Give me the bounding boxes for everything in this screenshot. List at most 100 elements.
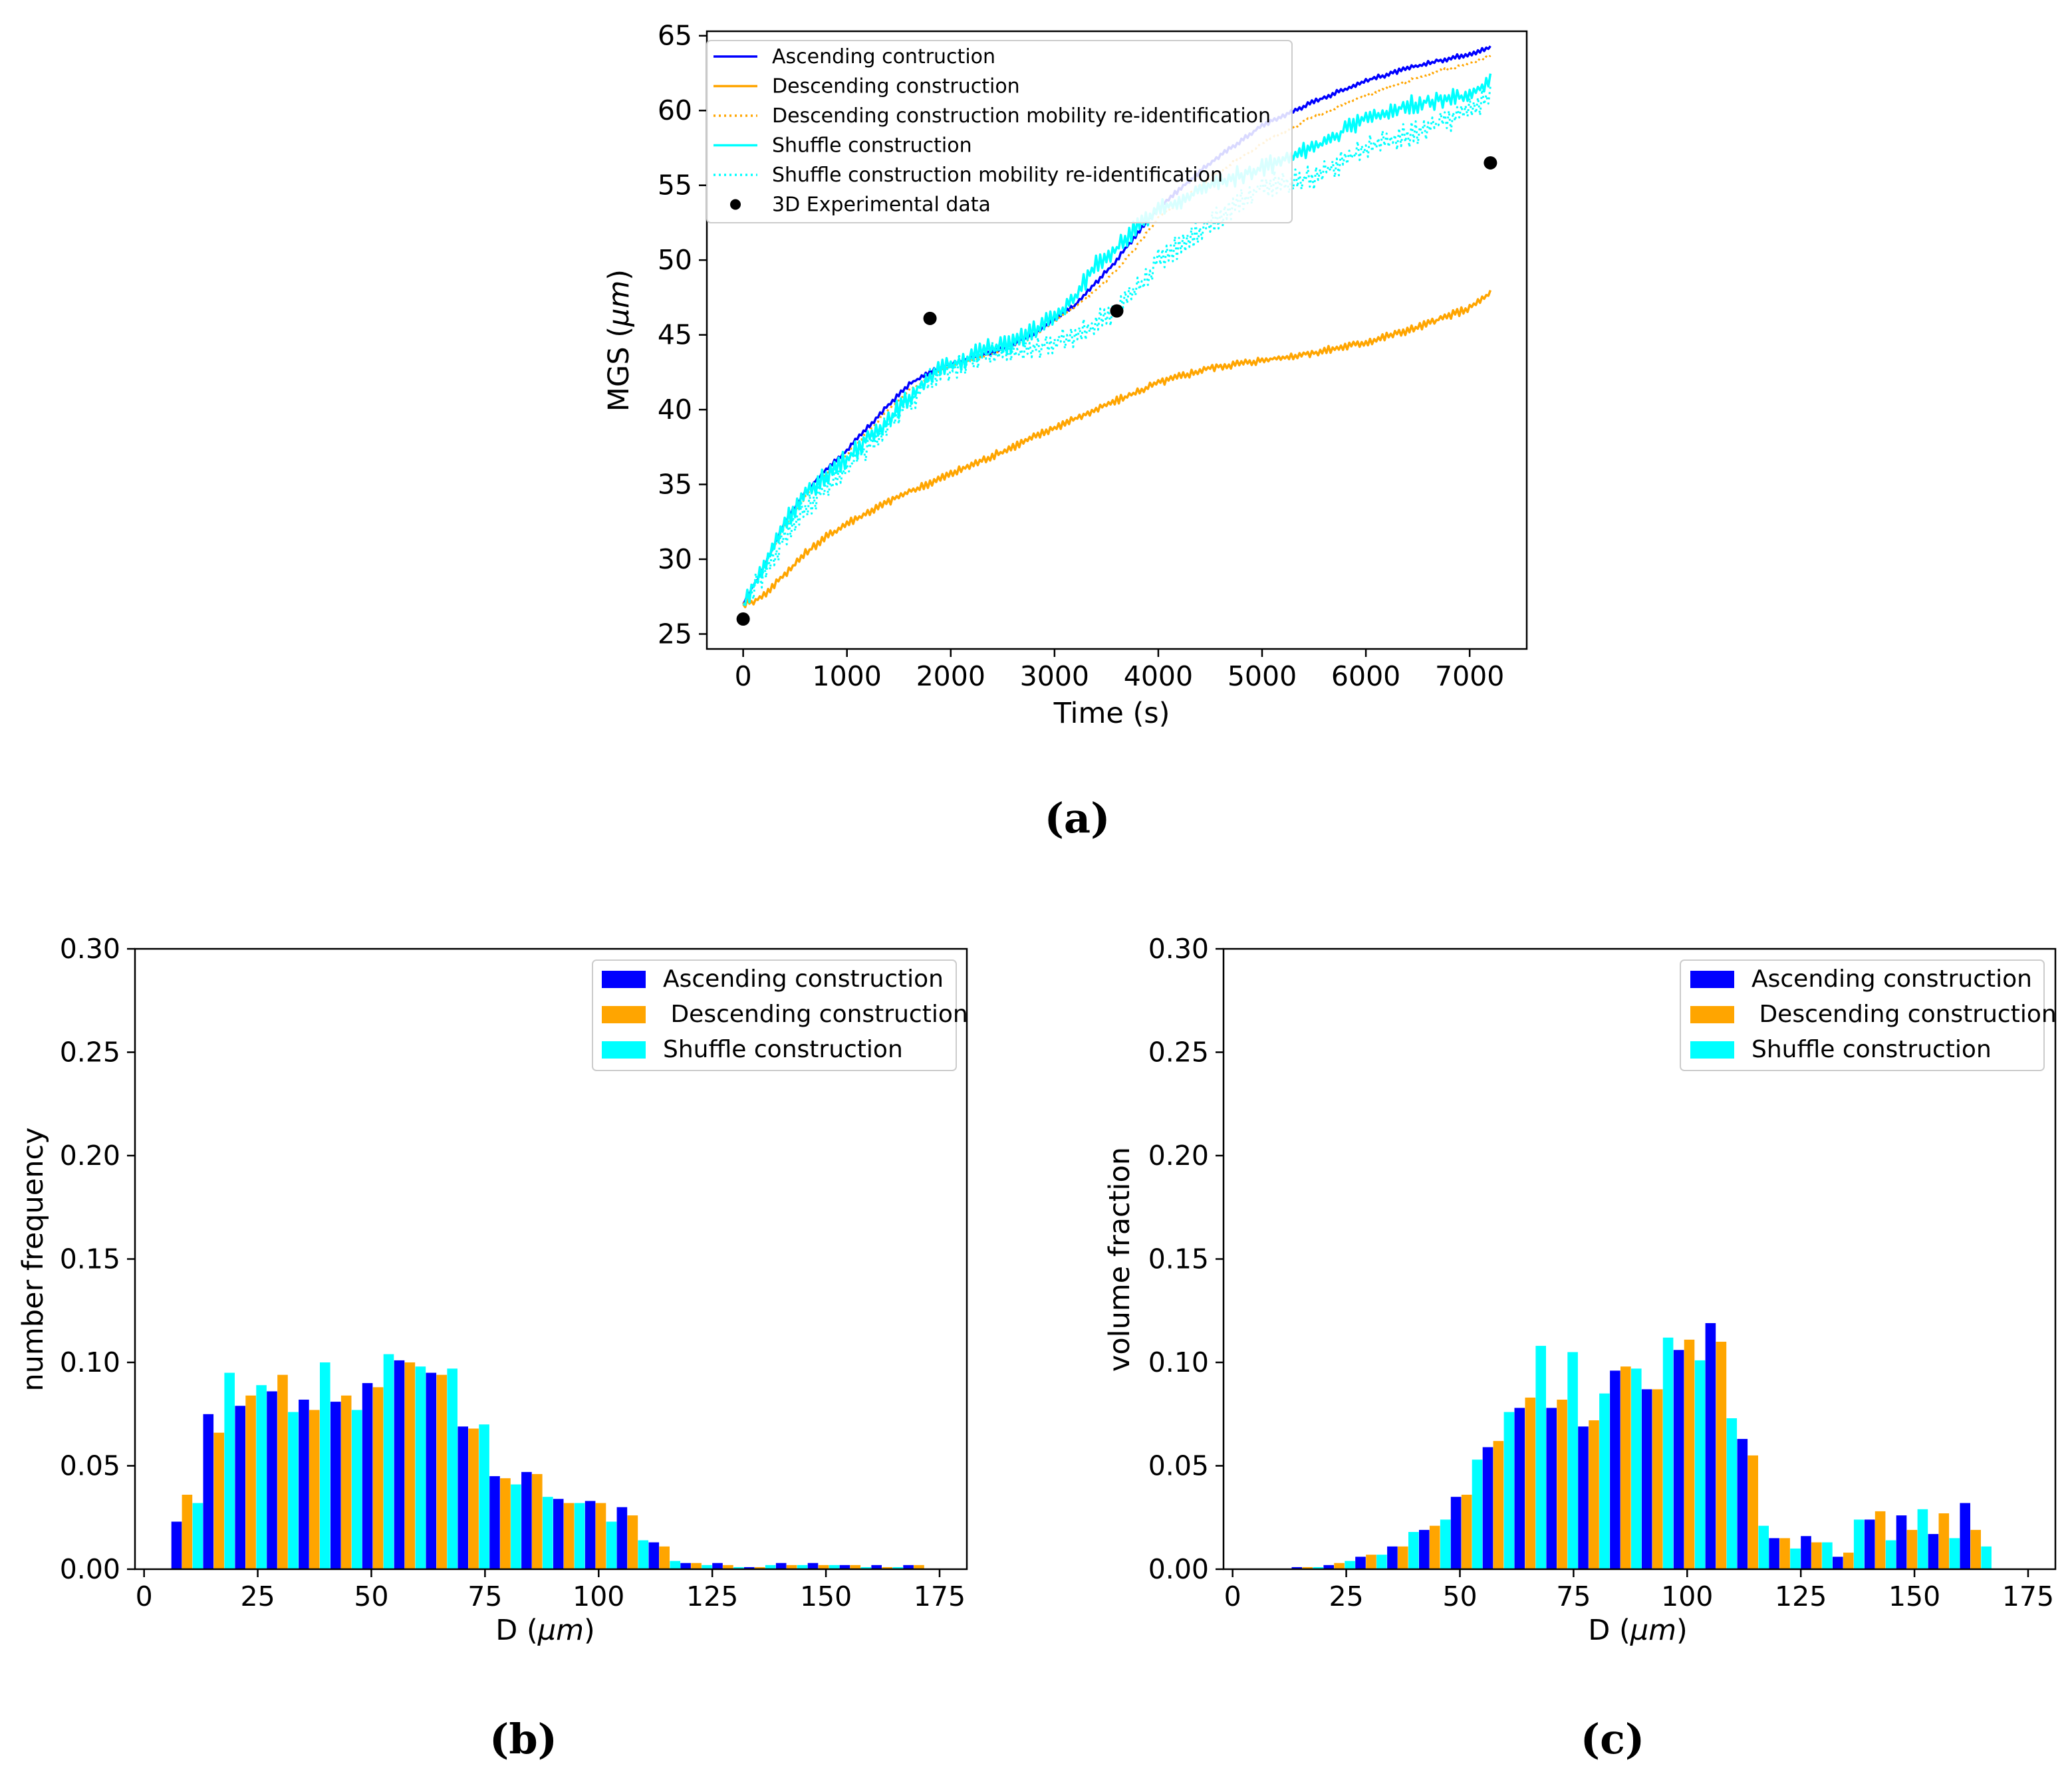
experimental-data-point [1484, 156, 1497, 170]
x-tick-label: 75 [1556, 1580, 1591, 1612]
bar-descending-construction [563, 1503, 575, 1569]
bar-descending-construction [1366, 1555, 1376, 1569]
bar-descending-construction [372, 1387, 384, 1569]
bar-ascending-construction [744, 1567, 755, 1569]
legend-swatch [1690, 971, 1734, 988]
bar-ascending-construction [1769, 1538, 1779, 1569]
bar-shuffle-construction [892, 1567, 903, 1569]
legend-label: Ascending contruction [772, 45, 995, 68]
bar-shuffle-construction [638, 1540, 649, 1569]
bar-descending-construction [723, 1565, 733, 1569]
bar-descending-construction [659, 1546, 670, 1569]
bar-shuffle-construction [543, 1497, 553, 1569]
bar-ascending-construction [775, 1563, 787, 1569]
bar-descending-construction [850, 1565, 861, 1569]
bar-descending-construction [1811, 1542, 1822, 1569]
bar-ascending-construction [330, 1402, 341, 1569]
bar-ascending-construction [1833, 1557, 1843, 1569]
legend-label: Descending construction mobility re-iden… [772, 104, 1271, 128]
series-shuffle-construction-mobility-re-identification [743, 86, 1491, 606]
bar-ascending-construction [871, 1565, 882, 1569]
y-tick-label: 50 [658, 244, 692, 276]
bar-ascending-construction [299, 1400, 309, 1569]
bar-descending-construction [786, 1565, 797, 1569]
y-tick-label: 0.25 [1148, 1037, 1209, 1069]
legend-label: Descending construction [663, 1001, 968, 1028]
x-tick-label: 150 [1888, 1580, 1940, 1612]
bar-ascending-construction [1641, 1389, 1652, 1569]
series-ascending-contruction [742, 45, 1491, 605]
bar-descending-construction [1429, 1525, 1440, 1569]
panel-c-legend-frame [1680, 959, 2045, 1071]
bar-shuffle-construction [224, 1372, 235, 1569]
bar-shuffle-construction [192, 1503, 203, 1569]
bar-descending-construction [245, 1395, 256, 1569]
x-tick-label: 50 [1442, 1580, 1477, 1612]
legend-label: 3D Experimental data [772, 193, 991, 217]
y-tick-label: 30 [658, 543, 692, 575]
x-tick-label: 25 [240, 1580, 275, 1612]
bar-ascending-construction [1864, 1519, 1875, 1569]
bar-descending-construction [468, 1428, 479, 1569]
panel-c-plot-area [1291, 1323, 1992, 1569]
y-tick-label: 0.05 [60, 1450, 120, 1482]
panel-a-plot-area [736, 45, 1497, 626]
bar-descending-construction [436, 1374, 448, 1569]
bar-shuffle-construction [1599, 1393, 1610, 1569]
x-tick-label: 150 [800, 1580, 852, 1612]
bar-ascending-construction [839, 1565, 850, 1569]
y-tick-label: 0.25 [60, 1037, 120, 1069]
legend-label: Descending construction [772, 75, 1020, 98]
x-tick-label: 125 [1775, 1580, 1827, 1612]
bar-ascending-construction [1673, 1350, 1684, 1569]
y-tick-label: 0.30 [60, 933, 120, 965]
bar-shuffle-construction [1981, 1546, 1992, 1569]
panel-b-y-ticks: 0.00 0.05 0.10 0.15 0.20 0.25 0.30 [60, 933, 135, 1585]
x-tick-label: 175 [914, 1580, 966, 1612]
bar-ascending-construction [489, 1476, 500, 1569]
bar-descending-construction [404, 1362, 416, 1569]
bar-descending-construction [1334, 1563, 1345, 1569]
x-tick-label: 4000 [1124, 660, 1193, 692]
y-tick-label: 0.10 [1148, 1346, 1209, 1378]
bar-descending-construction [691, 1563, 702, 1569]
legend-label: Shuffle construction mobility re-identif… [772, 164, 1223, 187]
panel-a-x-ticks: 0 1000 2000 3000 4000 5000 6000 7000 [735, 649, 1504, 692]
bar-shuffle-construction [606, 1521, 617, 1569]
bar-ascending-construction [616, 1507, 628, 1569]
bar-shuffle-construction [1662, 1337, 1674, 1569]
bar-shuffle-construction [1822, 1542, 1833, 1569]
bar-descending-construction [1398, 1546, 1408, 1569]
y-tick-label: 55 [658, 170, 692, 201]
bar-descending-construction [882, 1567, 892, 1569]
y-tick-label: 0.15 [1148, 1243, 1209, 1275]
bar-shuffle-construction [511, 1484, 521, 1569]
y-tick-label: 0.10 [60, 1346, 120, 1378]
bar-descending-construction [1970, 1529, 1981, 1569]
bar-shuffle-construction [1567, 1352, 1578, 1569]
bar-ascending-construction [680, 1563, 691, 1569]
x-tick-label: 5000 [1228, 660, 1297, 692]
bar-ascending-construction [807, 1563, 819, 1569]
legend-swatch [1690, 1006, 1734, 1023]
bar-descending-construction [818, 1565, 829, 1569]
bar-ascending-construction [171, 1521, 182, 1569]
bar-descending-construction [595, 1503, 606, 1569]
bar-descending-construction [1843, 1553, 1854, 1569]
legend-label: Shuffle construction [772, 134, 972, 158]
panel-b-legend: Ascending construction Descending constr… [592, 959, 968, 1071]
bar-shuffle-construction [351, 1410, 362, 1569]
bar-ascending-construction [1514, 1408, 1525, 1569]
bar-ascending-construction [1387, 1546, 1398, 1569]
bar-ascending-construction [362, 1383, 373, 1569]
bar-ascending-construction [1896, 1515, 1907, 1569]
bar-ascending-construction [394, 1360, 405, 1569]
bar-ascending-construction [712, 1563, 723, 1569]
y-tick-label: 0.20 [60, 1140, 120, 1172]
bar-shuffle-construction [1535, 1346, 1546, 1569]
y-tick-label: 0.00 [1148, 1553, 1209, 1585]
y-tick-label: 45 [658, 319, 692, 351]
bar-shuffle-construction [670, 1561, 680, 1569]
x-tick-label: 100 [1661, 1580, 1713, 1612]
experimental-data-point [923, 311, 937, 325]
